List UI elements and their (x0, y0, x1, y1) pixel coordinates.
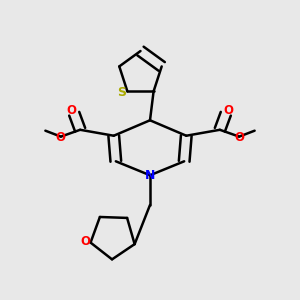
Text: O: O (80, 235, 90, 248)
Text: O: O (234, 131, 244, 144)
Text: O: O (56, 131, 66, 144)
Text: S: S (117, 86, 126, 99)
Text: O: O (67, 104, 77, 117)
Text: O: O (223, 104, 233, 117)
Text: N: N (145, 169, 155, 182)
